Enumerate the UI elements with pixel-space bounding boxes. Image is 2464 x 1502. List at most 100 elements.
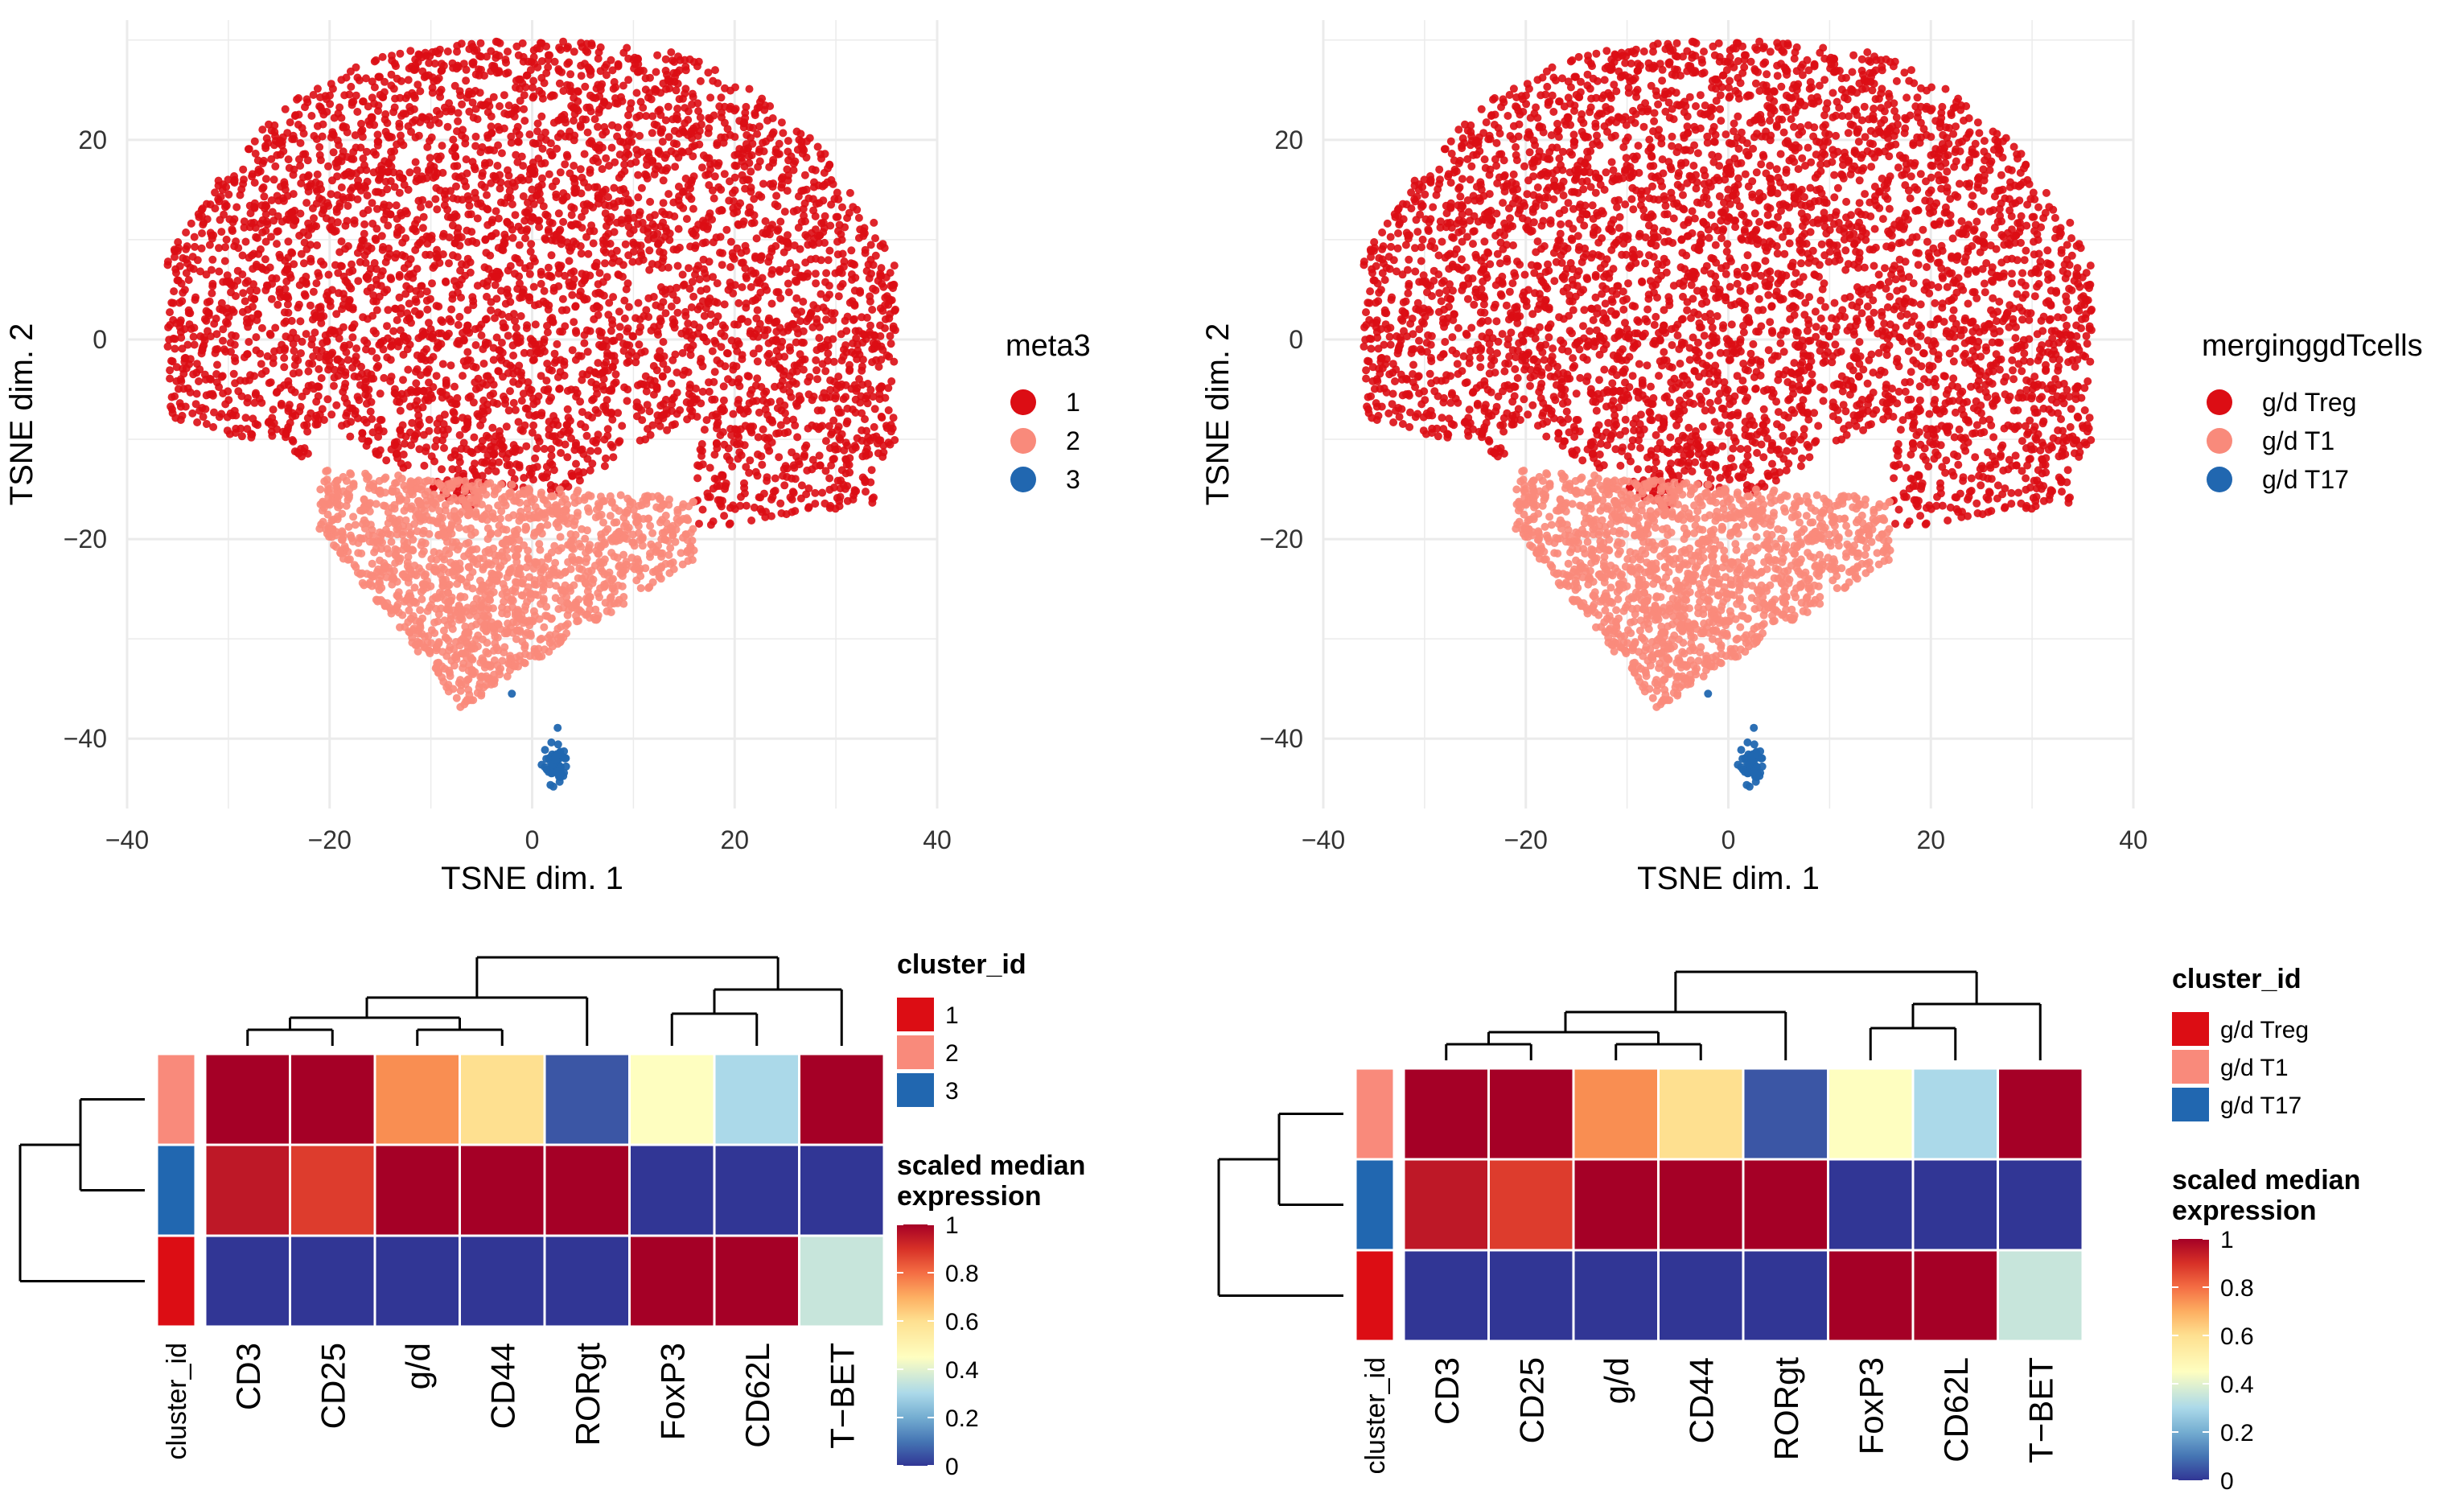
point-cluster-1 [280,363,289,372]
point-cluster-1 [347,82,356,91]
point-cluster-1 [730,281,739,290]
point-cluster-2 [603,525,612,533]
point-cluster-1 [590,261,599,270]
point-cluster-1 [412,298,421,307]
point-cluster-1 [610,380,619,389]
point-cluster-1 [399,331,408,340]
point-cluster-2 [588,579,597,587]
point-cluster-1 [693,329,702,338]
point-cluster-1 [528,185,537,194]
point-cluster-1 [465,87,474,96]
point-cluster-1 [246,209,255,218]
point-cluster-1 [723,125,732,134]
point-cluster-1 [858,313,866,322]
point-cluster-2 [502,525,511,534]
point-cluster-1 [589,394,598,403]
point-cluster-1 [542,377,551,385]
point-cluster-1 [309,287,318,296]
point-cluster-1 [604,101,613,110]
point-cluster-1 [605,386,614,395]
point-cluster-1 [250,137,259,146]
point-cluster-1 [767,512,775,521]
point-cluster-1 [733,244,742,253]
point-cluster-1 [504,47,512,56]
point-cluster-1 [776,217,785,226]
point-cluster-1 [525,130,534,139]
point-cluster-1 [349,97,358,106]
point-cluster-1 [659,338,668,346]
point-cluster-1 [249,302,257,311]
point-cluster-1 [280,319,289,327]
point-cluster-1 [302,421,311,430]
point-cluster-1 [591,438,600,447]
point-cluster-1 [553,133,562,142]
point-cluster-1 [501,299,510,308]
point-cluster-1 [821,212,829,220]
point-cluster-1 [874,277,882,285]
point-cluster-1 [388,51,396,60]
point-cluster-1 [461,139,470,148]
point-cluster-1 [649,293,658,301]
point-cluster-1 [695,520,703,528]
point-cluster-1 [313,241,321,249]
point-cluster-1 [649,390,658,399]
point-cluster-1 [298,392,306,401]
point-cluster-1 [306,301,315,310]
point-cluster-1 [732,162,741,171]
point-cluster-1 [648,112,657,121]
point-cluster-1 [673,261,682,270]
point-cluster-1 [724,444,733,453]
point-cluster-1 [786,346,795,355]
point-cluster-1 [884,300,893,309]
point-cluster-1 [489,93,498,101]
point-cluster-1 [858,356,867,364]
point-cluster-1 [889,414,898,422]
point-cluster-1 [230,340,239,349]
point-cluster-1 [288,436,297,444]
point-cluster-1 [334,109,343,118]
point-cluster-1 [549,317,557,326]
point-cluster-1 [530,170,539,179]
point-cluster-1 [563,405,572,414]
point-cluster-1 [435,414,444,423]
point-cluster-1 [438,250,447,259]
point-cluster-1 [580,178,588,187]
point-cluster-1 [334,372,343,381]
point-cluster-1 [463,306,472,315]
point-cluster-1 [390,60,399,68]
point-cluster-1 [709,273,718,282]
point-cluster-1 [244,145,253,154]
point-cluster-1 [539,202,548,211]
point-cluster-1 [428,88,437,97]
point-cluster-1 [455,312,464,321]
point-cluster-1 [341,245,349,253]
point-cluster-1 [253,286,261,295]
point-cluster-1 [317,312,326,321]
point-cluster-1 [499,372,507,381]
point-cluster-1 [586,466,594,475]
point-cluster-1 [328,84,337,93]
point-cluster-1 [742,175,751,184]
point-cluster-1 [786,493,795,502]
point-cluster-1 [372,354,381,363]
point-cluster-1 [776,499,785,508]
point-cluster-1 [352,91,360,100]
point-cluster-1 [632,113,641,121]
point-cluster-1 [671,163,680,171]
point-cluster-1 [730,151,739,159]
point-cluster-1 [623,327,631,336]
point-cluster-1 [663,365,672,374]
point-cluster-1 [480,183,489,191]
point-cluster-1 [582,103,591,112]
point-cluster-1 [337,183,346,191]
point-cluster-1 [890,261,899,270]
point-cluster-1 [577,72,586,80]
point-cluster-1 [688,100,697,109]
point-cluster-1 [347,418,356,426]
point-cluster-1 [633,381,642,389]
point-cluster-1 [518,39,527,47]
point-cluster-1 [381,115,389,124]
point-cluster-1 [517,377,526,385]
point-cluster-1 [592,381,600,389]
